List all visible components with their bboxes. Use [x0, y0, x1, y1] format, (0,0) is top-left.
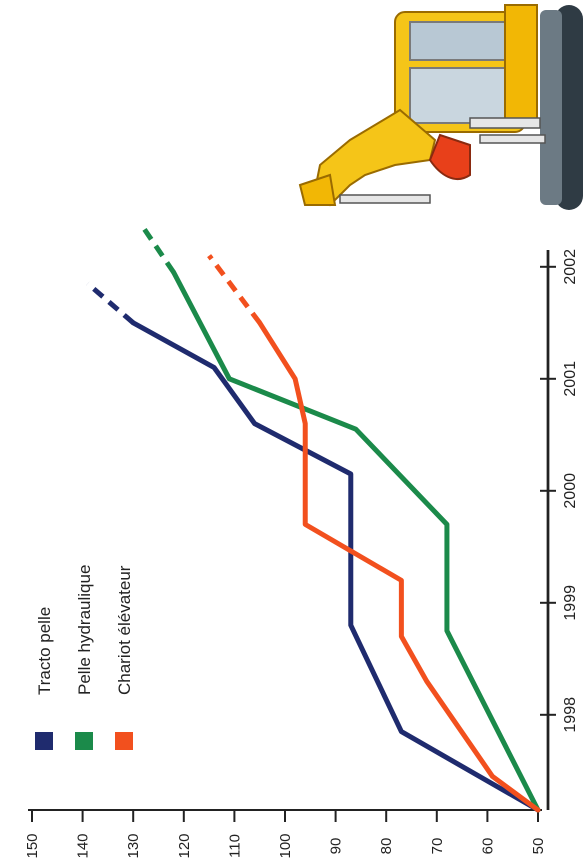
year-axis: 1998 1999 2000 2001 2002	[540, 249, 579, 810]
legend-label: Tracto pelle	[35, 607, 54, 695]
year-tick-label: 1998	[562, 697, 579, 733]
value-tick-label: 120	[176, 833, 193, 858]
legend-swatch	[75, 732, 93, 750]
value-tick-label: 150	[24, 833, 41, 858]
excavator-icon	[298, 4, 583, 210]
value-axis: 50 60 70 80 90 100 110 120 130 140 150	[24, 250, 550, 859]
year-tick-label: 2000	[562, 473, 579, 509]
value-tick-label: 140	[75, 833, 92, 858]
value-tick-label: 60	[479, 838, 496, 855]
legend-label: Pelle hydraulique	[75, 565, 94, 695]
legend-swatch	[115, 732, 133, 750]
series-projection-1	[141, 226, 176, 274]
value-tick-label: 50	[530, 838, 547, 855]
series-projection-0	[86, 281, 135, 325]
value-tick-label: 90	[328, 838, 345, 855]
year-tick-label: 2002	[562, 249, 579, 285]
series-lines	[86, 226, 541, 813]
value-tick-label: 70	[429, 838, 446, 855]
year-tick-label: 1999	[562, 585, 579, 621]
series-line-0	[130, 320, 541, 813]
legend-label: Chariot élévateur	[115, 565, 134, 695]
value-tick-label: 80	[378, 838, 395, 855]
legend-swatch	[35, 732, 53, 750]
series-projection-2	[207, 254, 262, 325]
legend: Tracto pelle Pelle hydraulique Chariot élé…	[35, 565, 134, 750]
year-tick-label: 2001	[562, 361, 579, 397]
value-tick-label: 130	[125, 833, 142, 858]
series-line-1	[171, 269, 541, 813]
value-tick-label: 110	[226, 834, 243, 858]
series-line-2	[257, 320, 541, 813]
value-tick-label: 100	[277, 833, 294, 858]
